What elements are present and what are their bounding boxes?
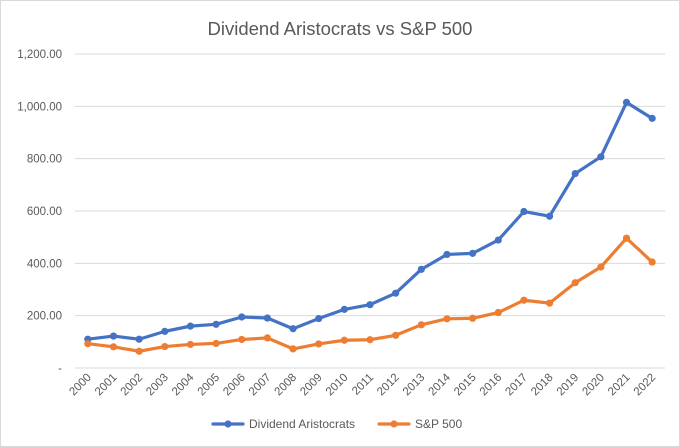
data-point <box>161 342 169 351</box>
x-tick-label: 2014 <box>426 371 453 398</box>
x-tick-label: 2001 <box>93 372 120 399</box>
data-point <box>622 98 631 107</box>
x-tick-label: 2016 <box>478 372 505 399</box>
x-tick-label: 2005 <box>196 372 223 399</box>
data-point <box>648 114 656 122</box>
x-tick-label: 2015 <box>452 372 479 399</box>
data-point <box>648 258 656 266</box>
x-tick-label: 2004 <box>170 371 197 398</box>
data-point <box>443 315 451 323</box>
x-tick-label: 2011 <box>350 372 376 398</box>
data-point <box>571 169 579 178</box>
series-layer <box>84 98 656 355</box>
data-point <box>212 339 220 348</box>
data-point <box>545 299 554 307</box>
legend-item: S&P 500 <box>377 417 462 431</box>
y-tick-label: 600.00 <box>27 206 62 218</box>
data-point <box>186 340 195 349</box>
x-tick-label: 2006 <box>221 372 248 399</box>
data-point <box>392 331 400 339</box>
data-point <box>469 249 477 257</box>
x-tick-label: 2008 <box>273 372 300 399</box>
x-tick-label: 2022 <box>632 372 659 399</box>
data-point <box>263 334 271 342</box>
x-tick-label: 2020 <box>580 372 607 399</box>
data-point <box>135 335 143 343</box>
x-tick-label: 2010 <box>324 372 351 399</box>
data-point <box>545 212 554 220</box>
y-tick-label: 1,000.00 <box>17 101 62 113</box>
data-point <box>289 345 297 353</box>
x-tick-label: 2013 <box>401 372 428 399</box>
data-point <box>238 335 246 344</box>
data-point <box>494 308 502 317</box>
data-point <box>392 289 400 297</box>
data-point <box>417 321 425 329</box>
x-tick-label: 2012 <box>375 372 402 399</box>
data-point <box>520 207 528 216</box>
data-point <box>340 336 348 344</box>
data-point <box>340 305 348 313</box>
data-point <box>238 313 246 321</box>
data-point <box>135 347 143 355</box>
data-point <box>315 314 323 323</box>
legend-swatch-marker <box>224 420 232 428</box>
data-point <box>109 343 118 351</box>
data-point <box>469 314 477 322</box>
legend-label: Dividend Aristocrats <box>249 417 355 431</box>
x-tick-label: 2009 <box>298 372 325 399</box>
data-point <box>597 153 605 161</box>
data-point <box>571 279 579 287</box>
data-point <box>263 314 271 322</box>
data-point <box>443 250 451 259</box>
legend-item: Dividend Aristocrats <box>211 417 355 431</box>
y-tick-label: 800.00 <box>27 154 62 166</box>
data-point <box>597 263 605 271</box>
data-point <box>366 301 374 309</box>
data-point <box>84 340 92 348</box>
legend-label: S&P 500 <box>415 417 462 431</box>
x-tick-label: 2018 <box>529 372 556 399</box>
y-tick-label: 200.00 <box>27 311 62 323</box>
x-tick-label: 2002 <box>119 372 146 399</box>
data-point <box>161 327 169 335</box>
x-tick-label: 2007 <box>247 372 274 399</box>
x-tick-label: 2017 <box>503 372 530 399</box>
data-point <box>622 234 631 242</box>
series-line <box>86 236 654 353</box>
series-1 <box>84 98 656 343</box>
data-point <box>186 322 195 330</box>
data-point <box>289 325 297 333</box>
y-tick-label: - <box>58 363 62 375</box>
data-point <box>315 340 323 348</box>
x-axis: 2000 2001 2002 2003 2004 2005 2006 2007 2008 2009… <box>67 371 658 398</box>
legend: Dividend Aristocrats S&P 500 <box>211 417 462 431</box>
x-tick-label: 2000 <box>67 372 94 399</box>
series-2 <box>84 234 656 355</box>
gridlines <box>75 53 665 369</box>
data-point <box>109 332 118 340</box>
legend-swatch-marker <box>390 420 398 428</box>
x-tick-label: 2021 <box>606 372 633 399</box>
x-tick-label: 2003 <box>144 372 171 399</box>
data-point <box>520 296 528 304</box>
chart-title: Dividend Aristocrats vs S&P 500 <box>208 18 473 39</box>
data-point <box>417 265 425 273</box>
x-tick-label: 2019 <box>555 372 582 399</box>
data-point <box>366 336 374 344</box>
y-tick-label: 1,200.00 <box>17 49 62 61</box>
y-axis: - 200.00 400.00 600.00 800.00 1,000.00 1,200.0… <box>17 49 62 375</box>
data-point <box>494 236 502 244</box>
y-tick-label: 400.00 <box>27 258 62 270</box>
data-point <box>212 320 220 328</box>
